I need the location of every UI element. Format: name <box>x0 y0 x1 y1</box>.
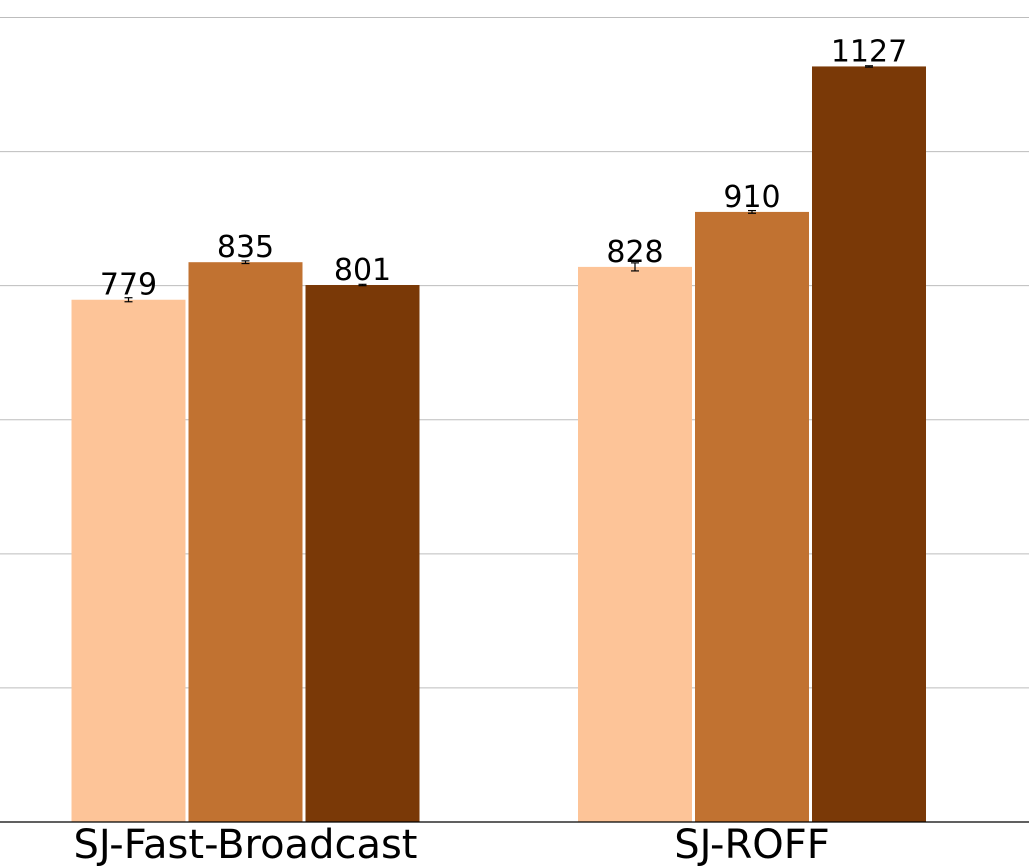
bar <box>578 266 692 822</box>
bar <box>305 284 420 823</box>
bars <box>71 66 926 823</box>
value-labels: 779 835 801 828 910 1127 <box>100 34 907 302</box>
error-bars <box>124 65 873 303</box>
value-label: 1127 <box>831 34 907 69</box>
x-tick-labels: SJ-Fast-Broadcast SJ-ROFF <box>74 822 830 867</box>
bar <box>188 262 303 822</box>
value-label: 910 <box>723 180 780 215</box>
value-label: 828 <box>606 235 663 270</box>
bar <box>71 299 186 822</box>
value-label: 835 <box>217 230 274 265</box>
x-tick-label: SJ-Fast-Broadcast <box>74 822 418 867</box>
bar <box>695 211 809 822</box>
value-label: 801 <box>334 253 391 288</box>
value-label: 779 <box>100 268 157 303</box>
bar <box>812 66 926 822</box>
x-tick-label: SJ-ROFF <box>674 822 830 867</box>
